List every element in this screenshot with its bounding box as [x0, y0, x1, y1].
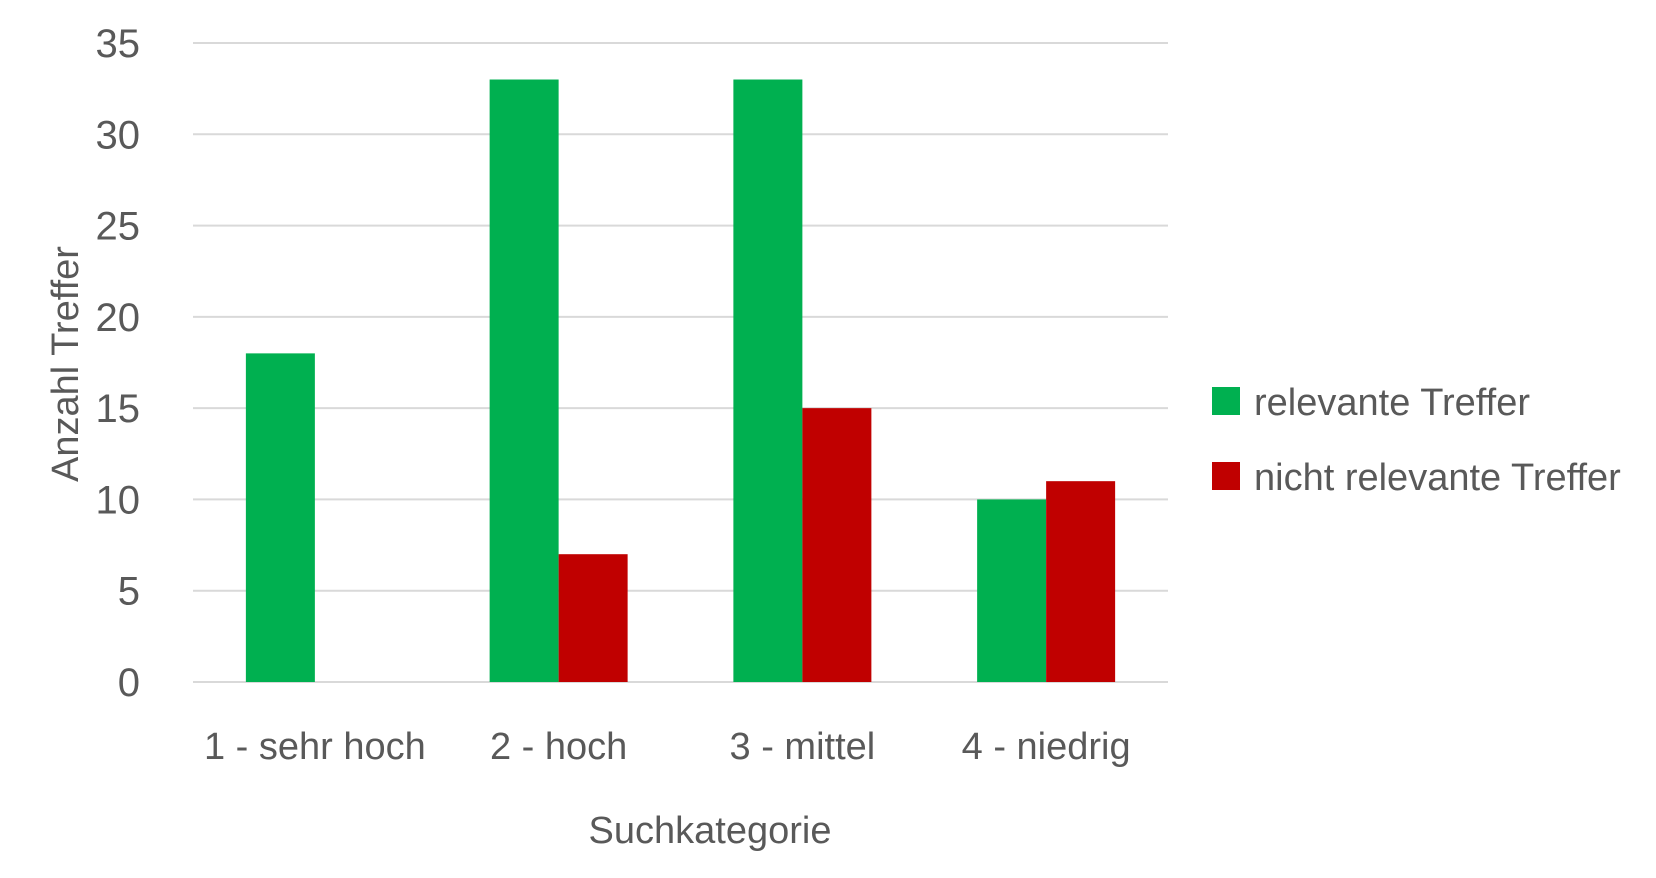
bars — [245, 79, 1116, 682]
bar-not-relevant — [558, 554, 628, 682]
y-tick-label: 25 — [96, 205, 141, 249]
legend-swatch — [1212, 462, 1240, 490]
bar-not-relevant — [1046, 481, 1116, 682]
bar-not-relevant — [802, 408, 872, 682]
x-category-label: 1 - sehr hoch — [204, 726, 426, 768]
x-category-label: 4 - niedrig — [962, 726, 1131, 768]
y-tick-label: 5 — [118, 570, 140, 614]
y-tick-label: 20 — [96, 296, 141, 340]
bar-relevant — [733, 79, 803, 682]
y-tick-label: 35 — [96, 22, 141, 66]
legend-label: relevante Treffer — [1254, 382, 1530, 424]
bar-relevant — [489, 79, 559, 682]
gridlines — [193, 42, 1168, 683]
x-category-label: 3 - mittel — [730, 726, 876, 768]
y-tick-label: 0 — [118, 661, 140, 705]
bar-relevant — [245, 353, 315, 682]
x-category-label: 2 - hoch — [490, 726, 627, 768]
x-axis-category-labels: 1 - sehr hoch 2 - hoch 3 - mittel 4 - niedr… — [204, 726, 1131, 768]
legend-label: nicht relevante Treffer — [1254, 457, 1621, 499]
x-axis-title: Suchkategorie — [589, 810, 832, 852]
y-axis-title: Anzahl Treffer — [45, 246, 87, 482]
legend-swatch — [1212, 387, 1240, 415]
bar-relevant — [977, 499, 1047, 682]
legend: relevante Treffer nicht relevante Treffer — [1212, 382, 1621, 499]
y-axis-tick-labels: 0 5 10 15 20 25 30 35 — [96, 22, 141, 705]
y-tick-label: 30 — [96, 113, 141, 157]
y-tick-label: 15 — [96, 387, 141, 431]
y-tick-label: 10 — [96, 478, 141, 522]
